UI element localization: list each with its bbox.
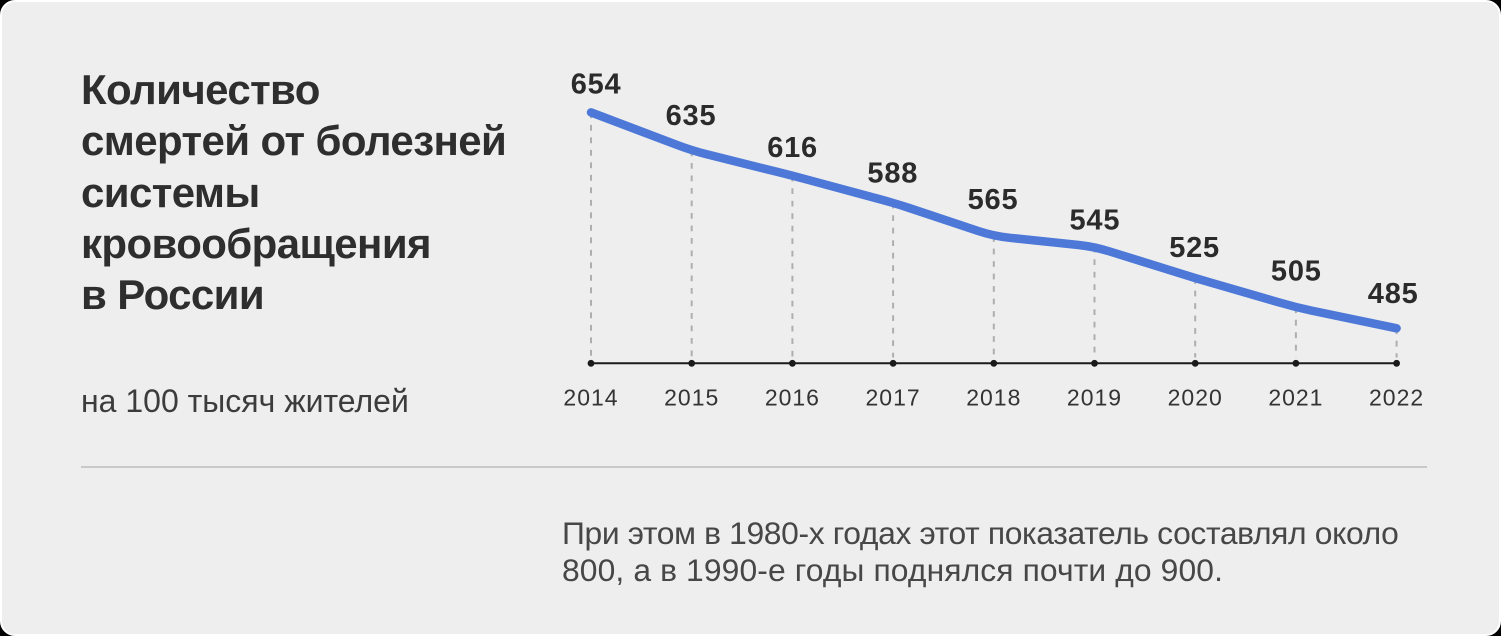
svg-text:635: 635 (666, 100, 717, 132)
svg-text:2019: 2019 (1067, 385, 1122, 411)
svg-text:2021: 2021 (1268, 385, 1323, 411)
svg-text:485: 485 (1368, 278, 1419, 310)
svg-text:2014: 2014 (563, 385, 618, 411)
svg-text:2017: 2017 (866, 385, 921, 411)
svg-text:654: 654 (571, 69, 622, 101)
svg-text:616: 616 (767, 132, 818, 164)
svg-text:545: 545 (1070, 205, 1121, 237)
svg-text:2018: 2018 (966, 385, 1021, 411)
svg-text:505: 505 (1271, 256, 1322, 288)
svg-text:2022: 2022 (1369, 385, 1424, 411)
svg-text:525: 525 (1169, 232, 1220, 264)
svg-text:2020: 2020 (1168, 385, 1223, 411)
svg-text:2015: 2015 (664, 385, 719, 411)
svg-text:2016: 2016 (765, 385, 820, 411)
svg-text:565: 565 (968, 184, 1019, 216)
svg-text:588: 588 (867, 158, 918, 190)
